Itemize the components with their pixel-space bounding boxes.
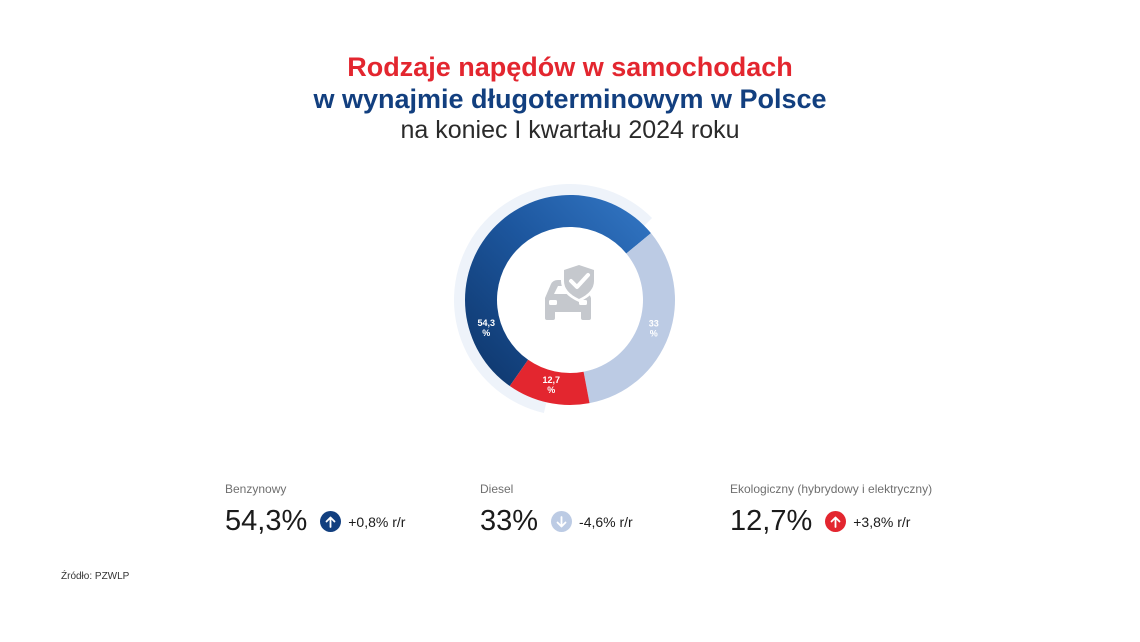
slice-ekologiczny: [509, 359, 590, 405]
chart-title-line-2: w wynajmie długoterminowym w Polsce: [313, 84, 827, 114]
arrow-down-icon: [551, 511, 573, 532]
data-label: 33%: [649, 318, 659, 338]
stat-change: -4,6% r/r: [579, 513, 633, 530]
stat-value: 12,7%: [730, 505, 813, 537]
background-ring: [454, 184, 653, 414]
donut-chart: 54,3 % 33 % 12,7%: [454, 184, 675, 414]
car-shield-check-icon: [545, 262, 597, 320]
stat-label: Diesel: [480, 482, 514, 496]
arrow-up-icon: [825, 511, 847, 532]
slice-benzynowy: [465, 195, 651, 387]
stat-diesel: Diesel 33% -4,6% r/r: [480, 482, 633, 538]
chart-title-line-1: Rodzaje napędów w samochodach: [347, 52, 793, 82]
slice-diesel: [583, 233, 675, 404]
stat-label: Ekologiczny (hybrydowy i elektryczny): [730, 482, 933, 496]
stat-benzynowy: Benzynowy 54,3% +0,8% r/r: [225, 482, 405, 538]
stat-value: 33%: [480, 505, 539, 537]
stat-label: Benzynowy: [225, 482, 287, 496]
chart-subtitle: na koniec I kwartału 2024 roku: [400, 116, 740, 144]
data-label: 54,3%: [478, 318, 496, 338]
stat-value: 54,3%: [225, 505, 308, 537]
stat-change: +3,8% r/r: [853, 513, 911, 530]
arrow-up-icon: [320, 511, 342, 532]
stat-ekologiczny: Ekologiczny (hybrydowy i elektryczny) 12…: [730, 482, 932, 538]
data-label: 12,7%: [543, 375, 561, 395]
source-note: Źródło: PZWLP: [61, 571, 130, 582]
stat-change: +0,8% r/r: [348, 513, 406, 530]
